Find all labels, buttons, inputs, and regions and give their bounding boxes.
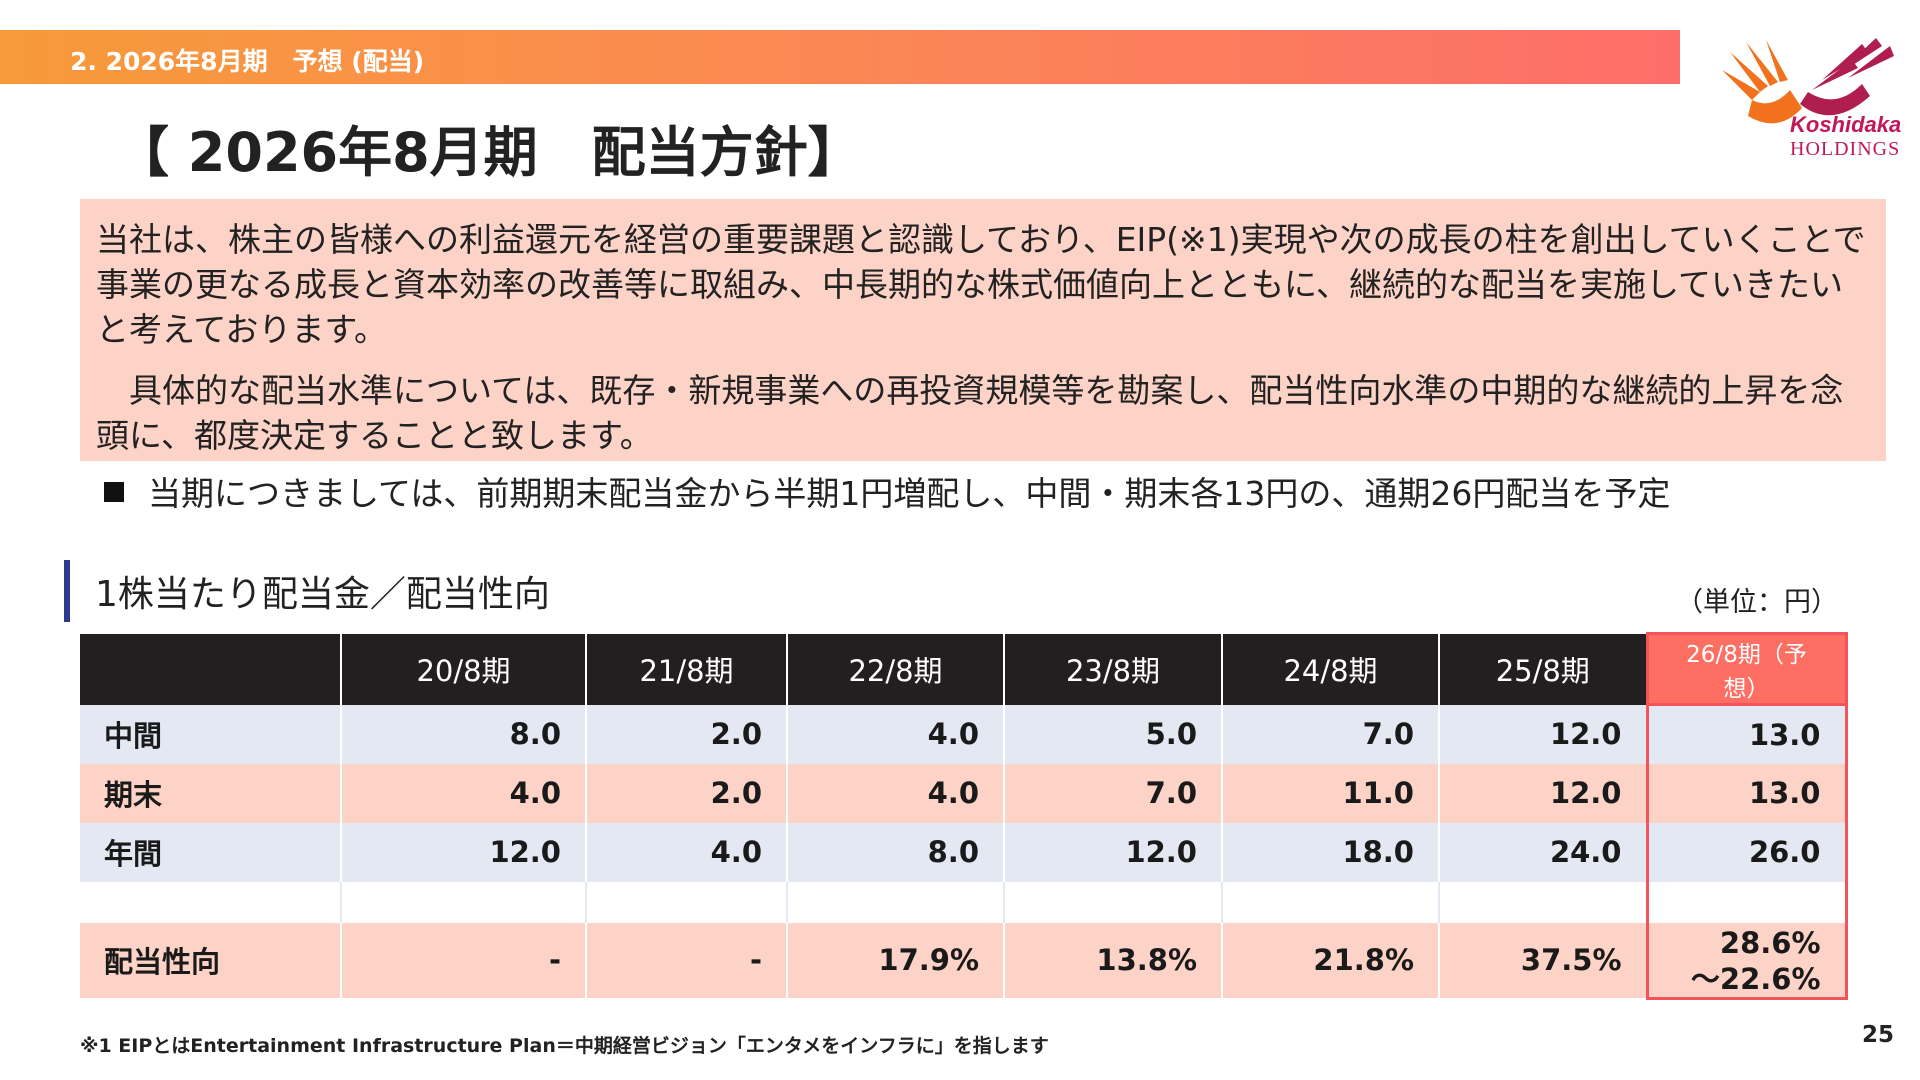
header-cell: 21/8期 [586, 633, 788, 705]
table-spacer-row [80, 881, 1848, 923]
forecast-payout-line-2: ～22.6% [1690, 961, 1821, 996]
table-cell: 4.0 [787, 704, 1005, 764]
table-cell: 12.0 [1439, 704, 1648, 764]
logo-subtext: HOLDINGS [1790, 138, 1901, 160]
table-cell: 17.9% [787, 922, 1005, 998]
table-row-annual: 年間 12.0 4.0 8.0 12.0 18.0 24.0 26.0 [80, 822, 1848, 882]
table-cell: 8.0 [341, 704, 587, 764]
table-cell: 7.0 [1222, 704, 1440, 764]
spacer-cell [586, 881, 788, 923]
policy-paragraph-2: 具体的な配当水準については、既存・新規事業への再投資規模等を勘案し、配当性向水準… [96, 371, 1844, 455]
row-label: 期末 [80, 763, 342, 823]
table-header-row: 20/8期 21/8期 22/8期 23/8期 24/8期 25/8期 26/8… [80, 632, 1848, 706]
section-label: 2. 2026年8月期 予想 (配当) [70, 47, 425, 76]
table-cell: 12.0 [1439, 763, 1648, 823]
header-cell: 25/8期 [1439, 633, 1648, 705]
table-cell: 4.0 [586, 822, 788, 882]
square-bullet-icon [104, 482, 124, 502]
table-cell-forecast: 13.0 [1645, 763, 1848, 823]
table-cell: 4.0 [341, 763, 587, 823]
table-cell: - [341, 922, 587, 998]
spacer-cell [80, 881, 342, 923]
table-cell: 5.0 [1004, 704, 1223, 764]
table-cell: 12.0 [1004, 822, 1223, 882]
header-cell-empty [80, 633, 342, 705]
forecast-payout-line-1: 28.6% [1719, 925, 1821, 960]
spacer-cell [341, 881, 587, 923]
table-cell: 8.0 [787, 822, 1005, 882]
table-cell: 21.8% [1222, 922, 1440, 998]
header-cell: 24/8期 [1222, 633, 1440, 705]
table-cell: 13.8% [1004, 922, 1223, 998]
row-label: 年間 [80, 822, 342, 882]
table-cell: 12.0 [341, 822, 587, 882]
table-row-interim: 中間 8.0 2.0 4.0 5.0 7.0 12.0 13.0 [80, 704, 1848, 764]
table-cell-forecast-payout: 28.6% ～22.6% [1645, 922, 1848, 1000]
spacer-cell [787, 881, 1005, 923]
table-cell: 7.0 [1004, 763, 1223, 823]
section-accent-bar [64, 560, 70, 622]
table-cell: 18.0 [1222, 822, 1440, 882]
table-cell: 37.5% [1439, 922, 1648, 998]
header-cell-forecast: 26/8期（予想） [1645, 632, 1848, 706]
spacer-cell [1439, 881, 1648, 923]
row-label: 配当性向 [80, 922, 342, 998]
header-cell: 23/8期 [1004, 633, 1223, 705]
section-header-bar: 2. 2026年8月期 予想 (配当) [0, 30, 1680, 84]
row-label: 中間 [80, 704, 342, 764]
table-cell: - [586, 922, 788, 998]
dividend-table: 20/8期 21/8期 22/8期 23/8期 24/8期 25/8期 26/8… [80, 632, 1848, 1000]
current-term-bullet: 当期につきましては、前期期末配当金から半期1円増配し、中間・期末各13円の、通期… [104, 467, 1670, 515]
table-cell: 2.0 [586, 763, 788, 823]
table-cell: 24.0 [1439, 822, 1648, 882]
table-row-year-end: 期末 4.0 2.0 4.0 7.0 11.0 12.0 13.0 [80, 763, 1848, 823]
table-cell: 2.0 [586, 704, 788, 764]
header-cell: 22/8期 [787, 633, 1005, 705]
policy-paragraph-1: 当社は、株主の皆様への利益還元を経営の重要課題と認識しており、EIP(※1)実現… [96, 220, 1866, 349]
table-cell-forecast: 26.0 [1645, 822, 1848, 882]
spacer-cell-forecast [1645, 881, 1848, 923]
dividend-policy-box: 当社は、株主の皆様への利益還元を経営の重要課題と認識しており、EIP(※1)実現… [80, 199, 1886, 461]
spacer-cell [1222, 881, 1440, 923]
table-cell: 4.0 [787, 763, 1005, 823]
unit-label: （単位：円） [1676, 587, 1838, 618]
logo-wordmark: Koshidaka [1790, 112, 1902, 137]
table-row-payout-ratio: 配当性向 - - 17.9% 13.8% 21.8% 37.5% 28.6% ～… [80, 922, 1848, 1000]
page-title: 【 2026年8月期 配当方針】 [115, 121, 862, 184]
koshidaka-hands-logo-icon [1722, 38, 1894, 124]
header-cell: 20/8期 [341, 633, 587, 705]
section-title: 1株当たり配当金／配当性向 [95, 574, 550, 615]
spacer-cell [1004, 881, 1223, 923]
table-cell: 11.0 [1222, 763, 1440, 823]
table-cell-forecast: 13.0 [1645, 704, 1848, 764]
page-number: 25 [1862, 1022, 1895, 1048]
bullet-text: 当期につきましては、前期期末配当金から半期1円増配し、中間・期末各13円の、通期… [148, 474, 1671, 513]
footnote: ※1 EIPとはEntertainment Infrastructure Pla… [80, 1035, 1049, 1057]
